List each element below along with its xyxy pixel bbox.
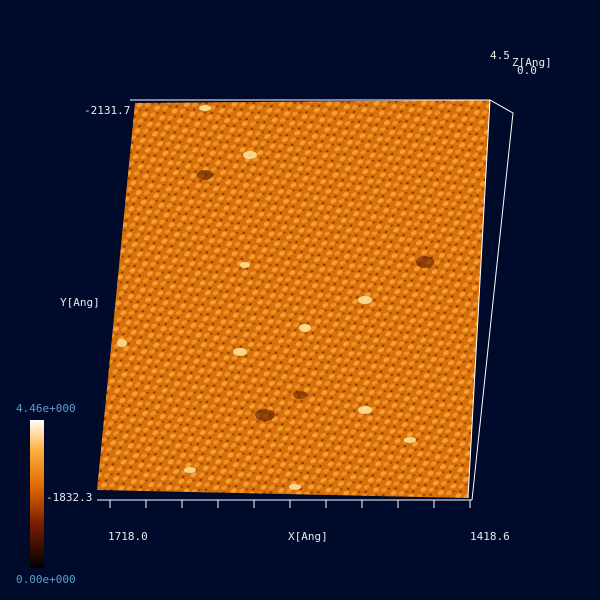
z-min-label: 0.0 bbox=[517, 64, 537, 77]
x-start-label: 1718.0 bbox=[108, 530, 148, 543]
y-start-label: -2131.7 bbox=[84, 104, 130, 117]
z-max-label: 4.5 bbox=[490, 49, 510, 62]
y-axis-label: Y[Ang] bbox=[60, 296, 100, 309]
colorbar-mid-label: -1832.3 bbox=[46, 491, 92, 504]
x-axis-label: X[Ang] bbox=[288, 530, 328, 543]
colorbar-min-label: 0.00e+000 bbox=[16, 573, 76, 586]
colorbar bbox=[30, 420, 44, 568]
surface-pits bbox=[197, 170, 434, 421]
bounding-box bbox=[97, 99, 514, 501]
surface bbox=[97, 100, 490, 498]
x-end-label: 1418.6 bbox=[470, 530, 510, 543]
z-axis-label: Z[Ang] bbox=[512, 56, 552, 69]
colorbar-max-label: 4.46e+000 bbox=[16, 402, 76, 415]
surface-highlights bbox=[117, 105, 416, 490]
x-axis-ticks bbox=[109, 500, 471, 508]
